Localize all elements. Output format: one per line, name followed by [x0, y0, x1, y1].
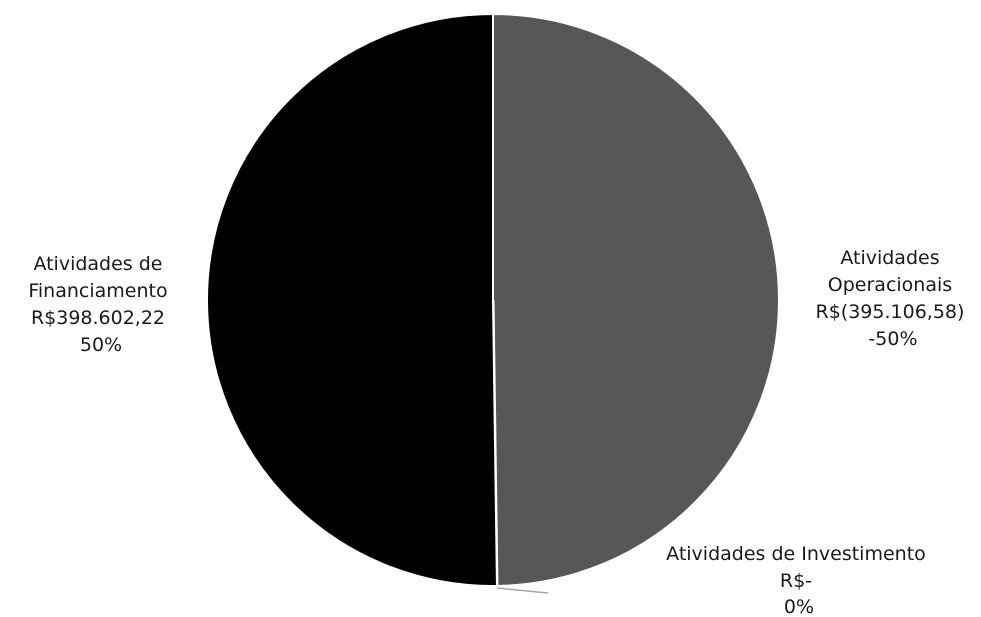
label-investimento: Atividades de Investimento R$- 0%: [666, 543, 932, 617]
label-operacionais-value: R$(395.106,58): [816, 301, 965, 323]
label-operacionais-line2: Operacionais: [828, 274, 952, 296]
pie-slice-1: [492, 12, 781, 587]
leader-line-investimento: [496, 587, 549, 594]
label-financiamento: Atividades de Financiamento R$398.602,22…: [28, 253, 173, 356]
label-investimento-percent: 0%: [784, 596, 814, 617]
label-investimento-value: R$-: [780, 570, 812, 592]
label-operacionais: Atividades Operacionais R$(395.106,58) -…: [816, 247, 971, 350]
label-financiamento-line2: Financiamento: [28, 280, 167, 302]
pie-slice-3: [206, 12, 498, 587]
label-financiamento-value: R$398.602,22: [31, 307, 165, 329]
pie-slices: [206, 12, 781, 587]
label-operacionais-line1: Atividades: [840, 247, 939, 269]
label-financiamento-percent: 50%: [80, 334, 122, 356]
label-financiamento-line1: Atividades de: [33, 253, 162, 275]
label-operacionais-percent: -50%: [868, 328, 917, 350]
label-investimento-line1: Atividades de Investimento: [666, 543, 926, 565]
